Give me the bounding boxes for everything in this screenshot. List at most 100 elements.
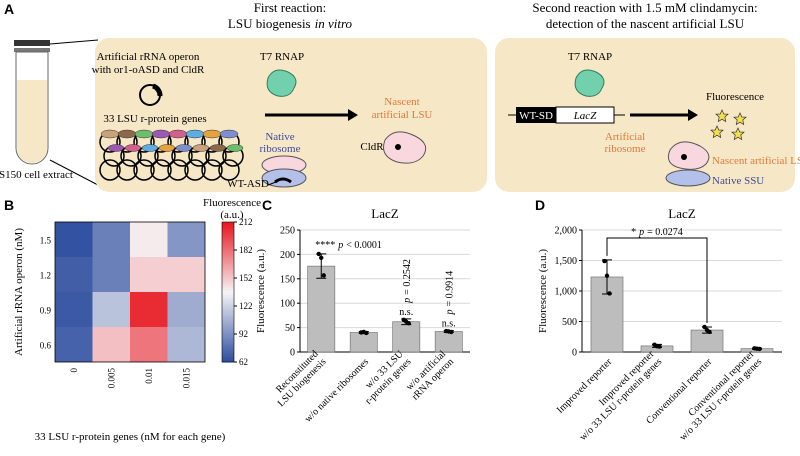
y-tick-label: 0 (290, 348, 295, 359)
y-tick-label: 0.9 (40, 306, 52, 316)
data-point (449, 329, 454, 335)
colorbar-step (222, 289, 234, 293)
data-point (707, 329, 712, 335)
y-tick-label: 250 (280, 226, 295, 237)
y-tick-label: 1,500 (555, 256, 578, 267)
gene-insert (226, 144, 244, 152)
y-tick-label: 1.5 (40, 236, 52, 246)
gene-plasmid (201, 159, 223, 181)
tube-label: S150 cell extract (0, 169, 73, 181)
colorbar-step (222, 292, 234, 295)
y-tick-label: 1,000 (555, 287, 578, 298)
colorbar-tick-label: 62 (239, 357, 248, 367)
colorbar-step (222, 280, 234, 284)
heatmap-cell (55, 257, 93, 292)
y-axis-label: Fluorescence (a.u.) (537, 249, 549, 333)
annotation-text: **** (315, 240, 335, 251)
ns-label: n.s. (442, 319, 456, 330)
colorbar-step (222, 273, 234, 277)
gene-plasmid (116, 159, 138, 181)
colorbar-tick-label: 182 (239, 245, 253, 255)
colorbar-step (222, 341, 234, 344)
operon-label: with or1-oASD and CldR (92, 64, 205, 76)
y-tick-label: 200 (280, 250, 295, 261)
y-tick-label: 0.6 (40, 341, 52, 351)
x-tick-label: 0 (69, 368, 79, 373)
ssu-label: Native SSU (712, 175, 764, 187)
star (710, 125, 724, 139)
heatmap-cell (55, 222, 93, 257)
significance-bracket (606, 237, 708, 323)
second-title: detection of the nascent artificial LSU (546, 16, 745, 31)
data-point (364, 330, 369, 336)
colorbar-tick-label: 152 (239, 273, 253, 283)
colorbar-step (222, 315, 234, 319)
gene-insert (107, 144, 125, 152)
gene-plasmid (184, 159, 206, 181)
gene-insert (158, 144, 176, 152)
x-tick-label: 0.005 (106, 368, 116, 389)
heatmap-cell (92, 257, 130, 292)
cldr-dot (395, 144, 401, 150)
colorbar-step (222, 334, 234, 337)
colorbar-step (222, 275, 234, 279)
colorbar-step (222, 278, 234, 281)
p-symbol: p (638, 227, 644, 238)
gene-insert (141, 144, 159, 152)
heatmap-cell (167, 292, 205, 327)
x-tick-label: Improved reporterw/o 33 LSU r-protein ge… (570, 348, 665, 443)
gene-insert (219, 129, 239, 139)
panel-label: B (4, 197, 14, 213)
x-tick-label-group: Conventional reporterw/o 33 LSU r-protei… (678, 348, 765, 443)
colorbar-step (222, 343, 234, 347)
wt-sd-box (516, 107, 556, 123)
heatmap-cell (92, 327, 130, 362)
gene-plasmid (99, 159, 121, 181)
p-value: p = 0.2542 (402, 259, 413, 304)
p-value: * p = 0.0274 (631, 227, 683, 238)
gene-insert (185, 129, 205, 139)
gene-insert (117, 129, 137, 139)
x-axis-label: 33 LSU r-protein genes (nM for each gene… (35, 431, 226, 443)
colorbar-step (222, 238, 234, 242)
data-point (321, 273, 326, 278)
first-title: LSU biogenesis in vitro (228, 16, 353, 31)
heatmap-cell (167, 327, 205, 362)
star (733, 112, 747, 126)
title-text: LSU biogenesis (228, 16, 311, 31)
colorbar-step (222, 233, 234, 237)
colorbar-step (222, 355, 234, 358)
heatmap-cell (55, 327, 93, 362)
x-tick-label-group: w/o artificialrRNA operon (404, 349, 456, 403)
second-title: Second reaction with 1.5 mM clindamycin: (532, 0, 757, 15)
y-tick-label: 50 (285, 323, 295, 334)
heatmap-cell (167, 257, 205, 292)
colorbar-step (222, 231, 234, 235)
colorbar-tick-label: 92 (239, 329, 248, 339)
nascent-lsu (383, 131, 427, 164)
colorbar-step (222, 352, 234, 356)
colorbar-step (222, 338, 234, 342)
colorbar-step (222, 329, 234, 333)
colorbar-step (222, 320, 234, 323)
star (715, 109, 729, 123)
colorbar-step (222, 327, 234, 330)
colorbar-step (222, 350, 234, 354)
colorbar-step (222, 252, 234, 256)
chart-title: LacZ (668, 206, 695, 221)
colorbar-step (222, 359, 234, 363)
first-title: First reaction: (254, 0, 327, 15)
colorbar-step (222, 254, 234, 258)
y-tick-label: 1.2 (40, 271, 51, 281)
wt-sd-label: WT-SD (519, 110, 553, 122)
colorbar-step (222, 226, 234, 230)
y-tick-label: 500 (562, 317, 577, 328)
colorbar-frame (221, 221, 235, 363)
artificial-ribosome-label: Artificial (605, 131, 645, 143)
y-tick-label: 2,000 (555, 226, 578, 237)
plasmid-insert (151, 83, 163, 97)
y-axis-label: Fluorescence (a.u.) (255, 249, 267, 333)
p-symbol: p (402, 298, 413, 304)
heatmap-cell (92, 292, 130, 327)
